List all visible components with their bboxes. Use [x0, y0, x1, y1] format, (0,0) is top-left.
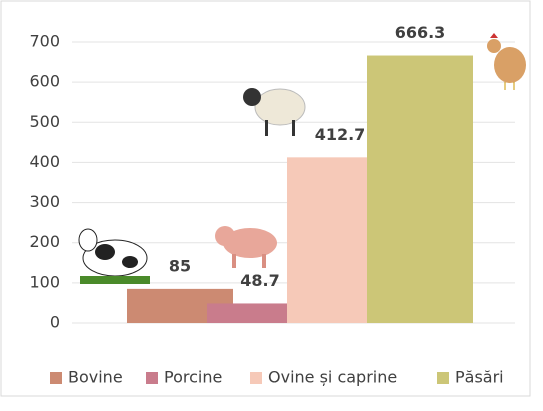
- y-tick-label: 100: [29, 272, 60, 291]
- legend-swatch: [250, 372, 262, 384]
- sheep-icon: [243, 88, 305, 136]
- y-tick-label: 200: [29, 232, 60, 251]
- legend: Bovine Porcine Ovine și caprine Păsări: [50, 368, 504, 387]
- chart: 0100200300400500600700 8548.7412.7666.3 …: [0, 0, 543, 407]
- value-label: 85: [169, 256, 191, 275]
- pig-icon: [215, 226, 277, 268]
- legend-label: Păsări: [455, 368, 504, 387]
- legend-label: Bovine: [68, 368, 123, 387]
- legend-swatch: [50, 372, 62, 384]
- legend-swatch: [146, 372, 158, 384]
- legend-label: Ovine și caprine: [268, 368, 397, 387]
- legend-swatch: [437, 372, 449, 384]
- y-tick-label: 400: [29, 152, 60, 171]
- y-tick-label: 300: [29, 192, 60, 211]
- value-label: 412.7: [315, 125, 366, 144]
- y-tick-label: 600: [29, 72, 60, 91]
- y-tick-label: 700: [29, 32, 60, 51]
- y-tick-label: 500: [29, 112, 60, 131]
- y-tick-label: 0: [50, 313, 60, 332]
- cow-icon: [79, 229, 150, 284]
- bar: [367, 56, 473, 323]
- value-label: 48.7: [240, 271, 279, 290]
- value-label: 666.3: [395, 23, 446, 42]
- legend-label: Porcine: [164, 368, 222, 387]
